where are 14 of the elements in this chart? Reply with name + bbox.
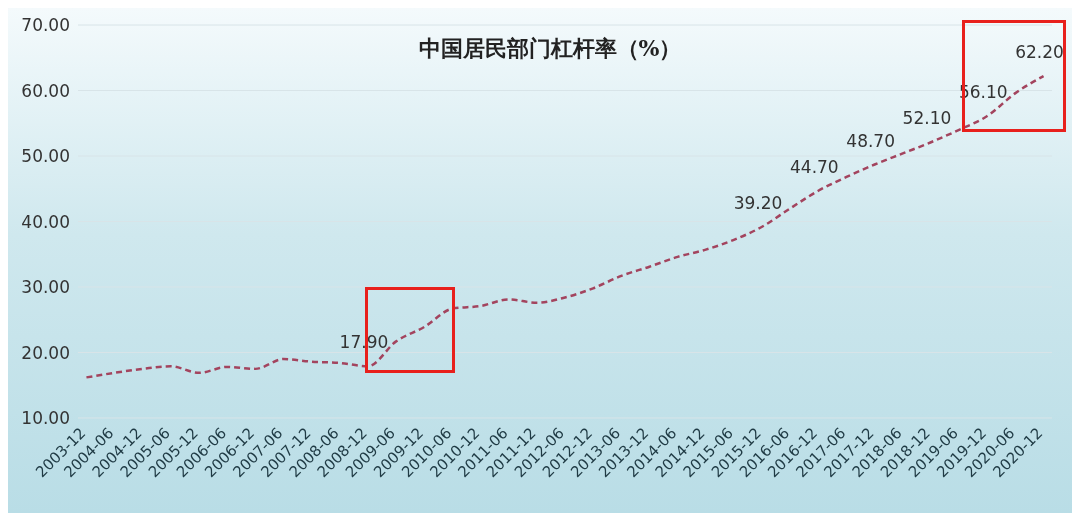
text: 中国居民部门杠杆率（%）	[418, 35, 682, 61]
line-series	[85, 74, 1045, 379]
y-tick-label: 10.00	[21, 408, 70, 429]
y-tick-label: 20.00	[21, 342, 70, 363]
y-tick-label: 70.00	[21, 15, 70, 36]
data-label: 44.70	[790, 156, 839, 177]
data-label: 39.20	[733, 192, 783, 213]
data-label: 62.20	[1015, 42, 1064, 63]
y-tick-label: 40.00	[21, 211, 70, 232]
y-tick-label: 30.00	[21, 277, 70, 298]
data-label: 48.70	[846, 130, 895, 151]
y-tick-label: 50.00	[21, 146, 70, 167]
data-label: 52.10	[902, 108, 952, 129]
y-tick-label: 60.00	[21, 80, 70, 101]
